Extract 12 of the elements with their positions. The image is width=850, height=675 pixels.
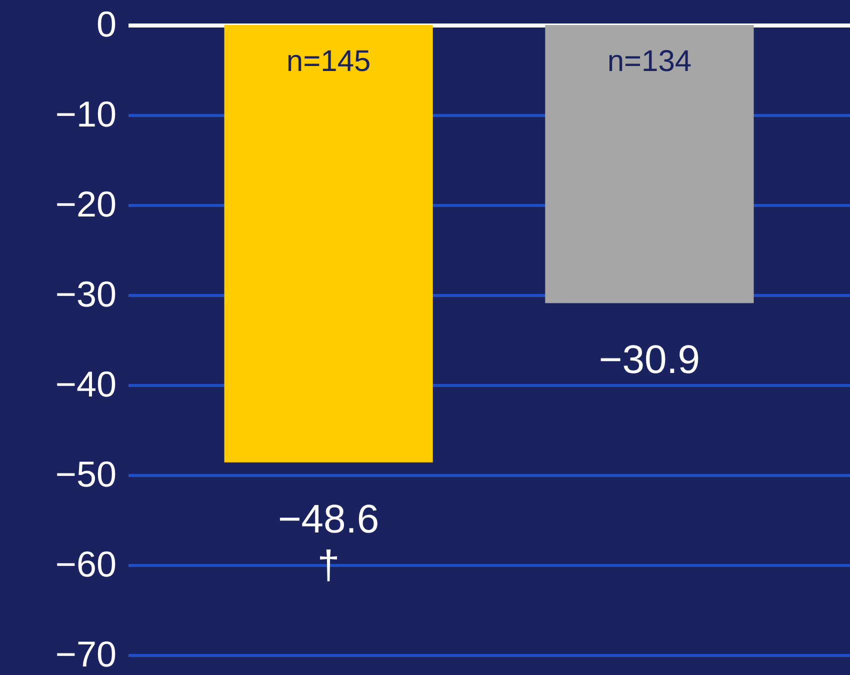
data-label: −30.9 [598,338,700,382]
y-tick-label: −40 [55,364,116,404]
y-tick-label: −70 [55,634,116,674]
y-tick-label: −20 [55,184,116,224]
y-tick-label: 0 [96,4,116,44]
data-label: −48.6 † [278,497,380,588]
y-tick-label: −30 [55,274,116,314]
annotation: n=145 [286,45,371,78]
y-tick-label: −50 [55,454,116,494]
annotation: n=134 [607,45,692,78]
y-tick-label: −60 [55,544,116,584]
y-tick-label: −10 [55,94,116,134]
